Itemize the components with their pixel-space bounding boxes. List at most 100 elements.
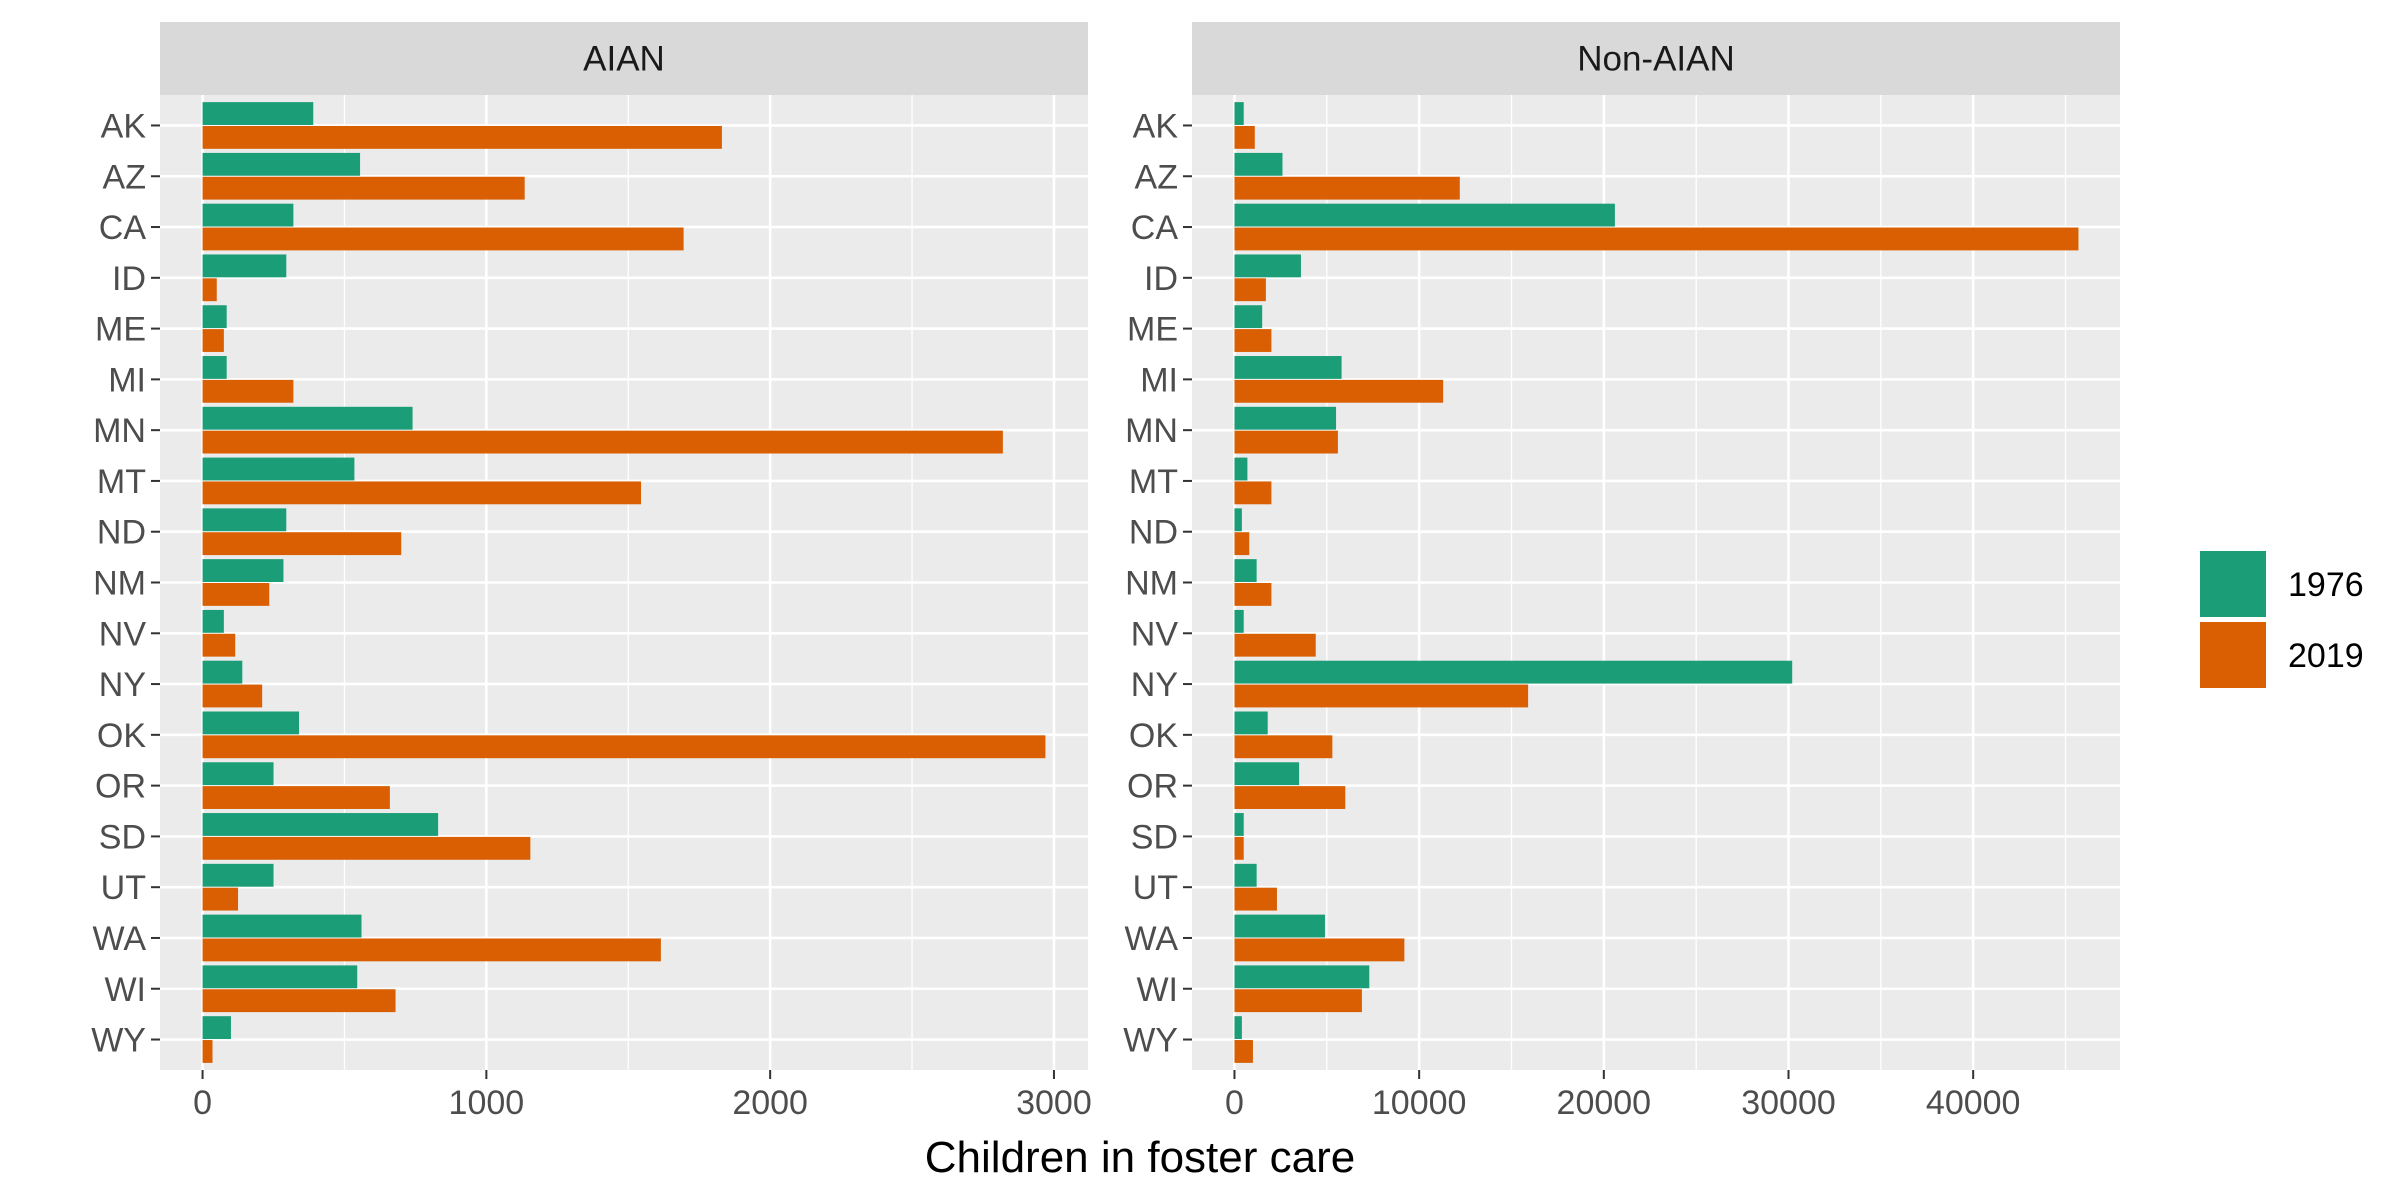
bar-non-aian-id-2019: [1234, 278, 1266, 302]
bar-non-aian-ok-1976: [1234, 711, 1268, 735]
bar-non-aian-wa-1976: [1234, 914, 1325, 938]
bar-aian-ut-2019: [202, 887, 239, 911]
y-tick-label-aian: MI: [108, 361, 146, 399]
bar-aian-mi-2019: [202, 379, 294, 403]
panel-non-aian: Non-AIAN WY WI WA UT SD OR OK NY NV NM ND MT MN MI ME ID…: [1123, 22, 2120, 1122]
bar-non-aian-nd-2019: [1234, 532, 1250, 556]
y-tick-label-non-aian: ME: [1127, 311, 1178, 349]
bar-aian-nd-1976: [202, 508, 287, 532]
bar-aian-wy-2019: [202, 1040, 213, 1063]
bar-non-aian-nd-1976: [1234, 508, 1242, 532]
bar-non-aian-ak-2019: [1234, 125, 1255, 149]
y-tick-label-non-aian: AK: [1133, 107, 1179, 145]
x-tick-label-aian: 2000: [732, 1084, 808, 1122]
bar-aian-or-1976: [202, 762, 274, 786]
y-tick-label-non-aian: UT: [1133, 869, 1178, 907]
y-tick-label-non-aian: ND: [1129, 514, 1178, 552]
bar-aian-ok-2019: [202, 735, 1046, 759]
y-tick-label-aian: SD: [99, 818, 146, 856]
y-tick-label-aian: WA: [92, 920, 146, 958]
y-tick-label-non-aian: WY: [1123, 1022, 1178, 1060]
bar-non-aian-ca-2019: [1234, 227, 2079, 251]
bar-non-aian-ca-1976: [1234, 203, 1615, 227]
bar-non-aian-me-1976: [1234, 305, 1263, 329]
bar-aian-nm-1976: [202, 559, 284, 582]
y-tick-label-aian: WI: [104, 971, 146, 1009]
y-tick-label-aian: AZ: [103, 158, 146, 196]
bar-aian-me-1976: [202, 305, 227, 329]
y-tick-label-aian: NY: [99, 666, 146, 704]
x-tick-label-non-aian: 30000: [1741, 1084, 1836, 1122]
bar-aian-wi-1976: [202, 965, 358, 989]
bar-non-aian-wa-2019: [1234, 938, 1405, 962]
y-tick-label-non-aian: WI: [1136, 971, 1178, 1009]
bar-non-aian-mn-1976: [1234, 406, 1337, 430]
y-tick-label-non-aian: CA: [1131, 209, 1179, 247]
y-tick-label-aian: OR: [95, 768, 146, 806]
y-tick-label-aian: ND: [97, 514, 146, 552]
bar-non-aian-nv-1976: [1234, 609, 1244, 633]
y-tick-label-non-aian: NV: [1131, 615, 1179, 653]
bar-non-aian-ny-1976: [1234, 660, 1793, 684]
bar-aian-sd-1976: [202, 813, 439, 836]
bar-non-aian-az-1976: [1234, 152, 1283, 176]
y-tick-label-aian: MN: [93, 412, 146, 450]
bar-aian-ny-2019: [202, 684, 263, 708]
bar-aian-nd-2019: [202, 532, 402, 556]
x-tick-label-aian: 0: [193, 1084, 212, 1122]
y-tick-label-non-aian: NM: [1125, 565, 1178, 603]
bar-aian-wa-2019: [202, 938, 661, 962]
bar-aian-id-1976: [202, 254, 287, 278]
bar-non-aian-nv-2019: [1234, 633, 1316, 657]
bar-aian-nv-2019: [202, 633, 236, 657]
bar-aian-ut-1976: [202, 863, 274, 887]
bar-non-aian-wi-1976: [1234, 965, 1370, 989]
bar-non-aian-nm-1976: [1234, 559, 1257, 582]
bar-non-aian-mt-1976: [1234, 457, 1248, 481]
bar-aian-ak-2019: [202, 125, 722, 149]
legend-key-1976: [2200, 551, 2266, 617]
bar-non-aian-ut-2019: [1234, 887, 1277, 911]
legend-label-1976: 1976: [2288, 566, 2364, 604]
y-tick-label-aian: NV: [99, 615, 147, 653]
bar-non-aian-mn-2019: [1234, 430, 1338, 454]
bar-non-aian-wy-2019: [1234, 1040, 1253, 1063]
bar-aian-wi-2019: [202, 989, 396, 1013]
y-tick-label-non-aian: OR: [1127, 768, 1178, 806]
x-tick-label-non-aian: 20000: [1557, 1084, 1652, 1122]
bar-aian-ok-1976: [202, 711, 300, 735]
bar-non-aian-or-1976: [1234, 762, 1300, 786]
bar-non-aian-sd-1976: [1234, 813, 1244, 836]
legend: 1976 2019: [2200, 551, 2364, 688]
strip-label-aian: AIAN: [583, 40, 665, 79]
y-tick-label-non-aian: NY: [1131, 666, 1178, 704]
y-tick-label-aian: WY: [91, 1022, 146, 1060]
bar-aian-mt-1976: [202, 457, 355, 481]
y-tick-label-non-aian: OK: [1129, 717, 1178, 755]
y-tick-label-non-aian: MI: [1140, 361, 1178, 399]
bar-non-aian-ut-1976: [1234, 863, 1257, 887]
bar-non-aian-az-2019: [1234, 176, 1460, 200]
bar-non-aian-id-1976: [1234, 254, 1301, 278]
bar-aian-az-2019: [202, 176, 525, 200]
bar-aian-ny-1976: [202, 660, 243, 684]
bar-non-aian-mi-2019: [1234, 379, 1444, 403]
y-tick-label-aian: OK: [97, 717, 146, 755]
panel-aian: AIAN WY WI WA UT SD OR OK NY NV NM ND MT MN MI ME ID CA AZ…: [91, 22, 1092, 1122]
bar-aian-mi-1976: [202, 356, 227, 379]
y-tick-label-aian: ME: [95, 311, 146, 349]
bar-aian-wa-1976: [202, 914, 362, 938]
bar-aian-nv-1976: [202, 609, 224, 633]
y-tick-label-aian: AK: [101, 107, 147, 145]
y-tick-label-non-aian: MN: [1125, 412, 1178, 450]
bar-aian-me-2019: [202, 329, 224, 352]
x-tick-label-non-aian: 10000: [1372, 1084, 1467, 1122]
bar-aian-nm-2019: [202, 583, 270, 606]
bar-non-aian-nm-2019: [1234, 583, 1272, 606]
x-axis-title: Children in foster care: [925, 1133, 1355, 1182]
x-tick-label-non-aian: 40000: [1926, 1084, 2021, 1122]
strip-label-non-aian: Non-AIAN: [1577, 40, 1735, 79]
y-tick-label-non-aian: ID: [1144, 260, 1178, 298]
y-tick-label-non-aian: WA: [1124, 920, 1178, 958]
